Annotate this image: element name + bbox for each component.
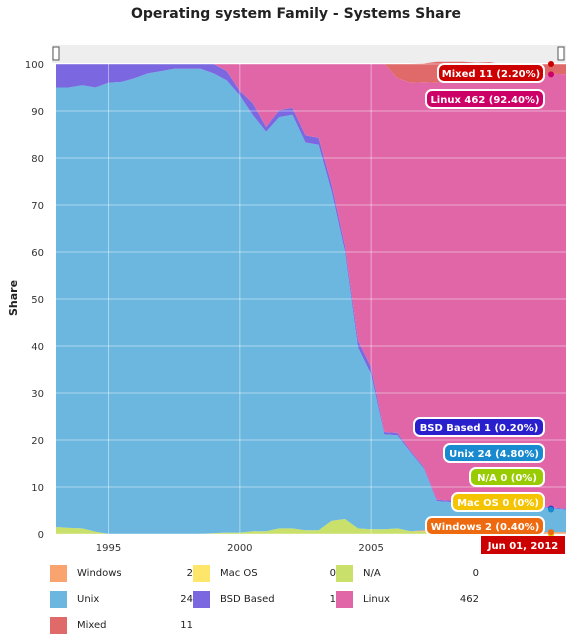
tooltip-box xyxy=(451,492,545,512)
tooltip-label: Linux 462 (92.40%) xyxy=(430,95,539,106)
legend-item-bsd-based[interactable]: BSD Based 1 xyxy=(193,590,336,608)
y-tick-label: 20 xyxy=(31,436,44,447)
area-linux[interactable] xyxy=(56,64,566,509)
y-tick-label: 70 xyxy=(31,201,44,212)
tooltip-label: BSD Based 1 (0.20%) xyxy=(420,423,539,434)
tooltip-box xyxy=(469,467,545,487)
y-tick-label: 100 xyxy=(25,60,44,71)
legend-item-linux[interactable]: Linux 462 xyxy=(336,590,479,608)
value-marker xyxy=(548,71,554,78)
x-tick-label: 2005 xyxy=(358,543,383,554)
legend-count: 0 xyxy=(472,567,479,579)
tooltip-label: Unix 24 (4.80%) xyxy=(449,449,539,460)
tooltip-label: Mac OS 0 (0%) xyxy=(457,498,539,509)
legend-swatch xyxy=(193,590,210,608)
legend-label: Windows xyxy=(77,567,122,579)
tooltip-box xyxy=(425,89,545,109)
legend-label: BSD Based xyxy=(220,593,275,605)
value-tooltips: Mixed 11 (2.20%) Linux 462 (92.40%) BSD Ba… xyxy=(413,61,565,554)
y-axis-label: Share xyxy=(7,280,20,316)
legend-swatch xyxy=(193,564,210,582)
legend-row: Windows 2 Mac OS 0 N/A 0 xyxy=(50,560,570,586)
value-marker xyxy=(548,506,554,513)
range-handle-left[interactable] xyxy=(52,46,60,61)
range-handle-right[interactable] xyxy=(557,46,565,61)
legend-swatch xyxy=(50,616,67,634)
range-scrollbar[interactable] xyxy=(52,45,566,63)
legend-item-na[interactable]: N/A 0 xyxy=(336,564,479,582)
x-tick-label: 1995 xyxy=(96,543,121,554)
legend-swatch xyxy=(50,590,67,608)
y-tick-label: 90 xyxy=(31,107,44,118)
y-tick-label: 40 xyxy=(31,342,44,353)
legend-label: Mac OS xyxy=(220,567,258,579)
tooltip-box xyxy=(425,516,545,536)
legend-swatch xyxy=(336,590,353,608)
tooltip-box xyxy=(413,417,545,437)
y-tick-label: 50 xyxy=(31,295,44,306)
legend-label: Unix xyxy=(77,593,100,605)
y-tick-label: 60 xyxy=(31,248,44,259)
legend-item-mixed[interactable]: Mixed 11 xyxy=(50,616,193,634)
tooltip-label: Mixed 11 (2.20%) xyxy=(442,69,540,80)
tooltip-label: Windows 2 (0.40%) xyxy=(431,522,540,533)
legend-item-windows[interactable]: Windows 2 xyxy=(50,564,193,582)
y-tick-label: 80 xyxy=(31,154,44,165)
legend-count: 2 xyxy=(186,567,193,579)
tooltip-box xyxy=(437,63,545,83)
y-tick-label: 30 xyxy=(31,389,44,400)
area-n-a[interactable] xyxy=(56,519,566,534)
x-tick-labels: 1995 2000 2005 xyxy=(96,543,384,554)
legend-item-mac-os[interactable]: Mac OS 0 xyxy=(193,564,336,582)
tooltip-label: N/A 0 (0%) xyxy=(477,473,537,484)
legend-count: 0 xyxy=(329,567,336,579)
legend-row: Mixed 11 xyxy=(50,612,570,638)
legend-count: 24 xyxy=(180,593,193,605)
tooltip-box xyxy=(443,443,545,463)
area-unix[interactable] xyxy=(56,68,566,534)
x-tooltip-box xyxy=(481,536,565,554)
legend-swatch xyxy=(336,564,353,582)
y-tick-label: 10 xyxy=(31,483,44,494)
legend-item-unix[interactable]: Unix 24 xyxy=(50,590,193,608)
x-tooltip-label: Jun 01, 2012 xyxy=(487,541,559,552)
legend-row: Unix 24 BSD Based 1 Linux 462 xyxy=(50,586,570,612)
value-marker xyxy=(548,529,554,536)
y-tick-label: 0 xyxy=(38,530,44,541)
series-areas xyxy=(56,61,566,534)
legend: Windows 2 Mac OS 0 N/A 0 Unix 24 BSD Bas… xyxy=(50,560,570,638)
legend-label: N/A xyxy=(363,567,381,579)
legend-label: Linux xyxy=(363,593,390,605)
value-marker xyxy=(548,61,554,67)
y-tick-labels: 0 10 20 30 40 50 60 70 80 90 100 xyxy=(25,60,44,541)
legend-count: 1 xyxy=(329,593,336,605)
legend-count: 11 xyxy=(180,619,193,631)
legend-label: Mixed xyxy=(77,619,107,631)
chart-title: Operating system Family - Systems Share xyxy=(131,6,461,22)
legend-count: 462 xyxy=(459,593,479,605)
x-tick-label: 2000 xyxy=(227,543,252,554)
legend-swatch xyxy=(50,564,67,582)
